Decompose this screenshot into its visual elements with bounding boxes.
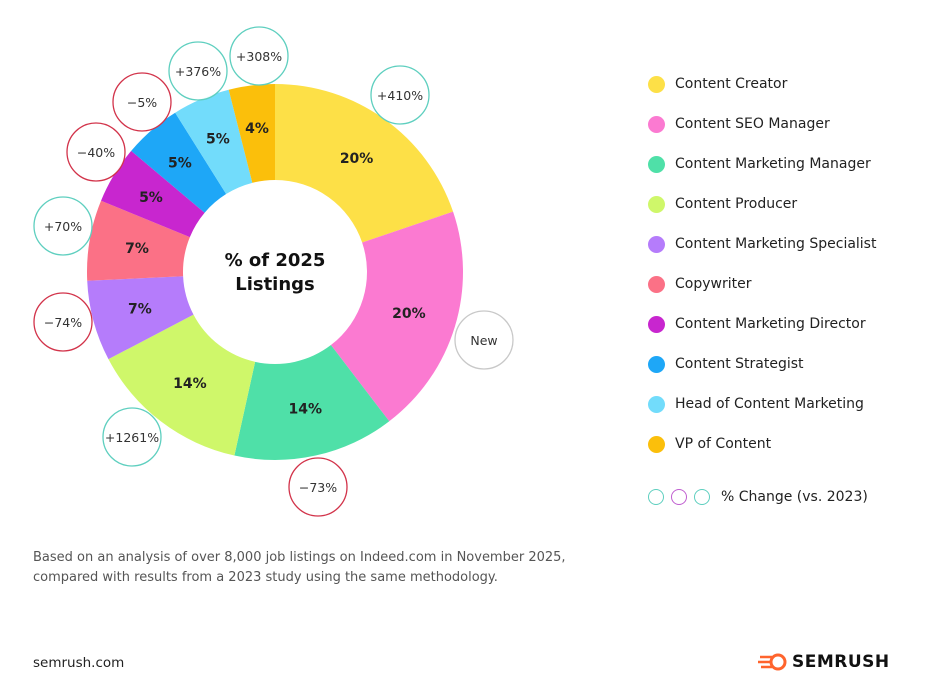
legend-item: VP of Content [648, 434, 771, 454]
change-label: New [470, 333, 497, 348]
legend-swatch [648, 75, 665, 93]
legend-label: Content Producer [675, 196, 798, 212]
donut-slice [228, 84, 275, 183]
legend-item: Content Marketing Manager [648, 154, 871, 174]
change-label: −74% [44, 315, 82, 330]
footnote: Based on an analysis of over 8,000 job l… [33, 548, 566, 588]
legend-label: % Change (vs. 2023) [721, 489, 868, 505]
legend-item: Content Marketing Director [648, 314, 866, 334]
legend-item: Content Producer [648, 194, 797, 214]
site-link[interactable]: semrush.com [33, 655, 125, 671]
legend-ring [671, 489, 687, 505]
legend-item: Content SEO Manager [648, 114, 830, 134]
chart-title-line2: Listings [235, 274, 315, 295]
legend-ring [694, 489, 710, 505]
footnote-line: Based on an analysis of over 8,000 job l… [33, 550, 566, 565]
donut-slice [87, 200, 190, 281]
change-label: −5% [127, 95, 157, 110]
change-bubble [168, 41, 228, 101]
legend-swatch [648, 355, 665, 373]
change-label: −73% [299, 480, 337, 495]
change-bubble [33, 292, 93, 352]
change-bubble [66, 122, 126, 182]
slice-value-label: 20% [392, 306, 426, 322]
donut-slice [108, 314, 256, 456]
legend-label: Content Marketing Director [675, 316, 866, 332]
legend-item: Head of Content Marketing [648, 394, 864, 414]
semrush-logo: SEMRUSH [758, 652, 890, 672]
donut-slice [234, 345, 390, 460]
legend-label: Copywriter [675, 276, 752, 292]
change-bubble [370, 65, 430, 125]
legend-label: Content SEO Manager [675, 116, 830, 132]
change-bubble [102, 407, 162, 467]
slice-value-label: 5% [139, 190, 163, 206]
change-bubble [229, 26, 289, 86]
change-label: +410% [377, 88, 423, 103]
semrush-flame-icon [758, 653, 787, 671]
legend-swatch [648, 195, 665, 213]
change-bubble [112, 72, 172, 132]
legend-label: Content Creator [675, 76, 788, 92]
legend-swatch [648, 395, 665, 413]
change-label: +308% [236, 49, 282, 64]
change-bubble [454, 310, 514, 370]
donut-slice [101, 150, 205, 238]
legend-swatch [648, 315, 665, 333]
change-bubble [33, 196, 93, 256]
slice-value-label: 5% [206, 132, 230, 148]
legend-item: Content Creator [648, 74, 787, 94]
legend-swatch [648, 275, 665, 293]
legend-swatch [648, 155, 665, 173]
legend-label: Content Marketing Specialist [675, 236, 877, 252]
change-label: +1261% [105, 430, 159, 445]
legend-swatch [648, 235, 665, 253]
legend-label: Content Strategist [675, 356, 804, 372]
legend-item-change: % Change (vs. 2023) [648, 487, 868, 507]
change-bubble [288, 457, 348, 517]
legend-label: Head of Content Marketing [675, 396, 864, 412]
legend-ring [648, 489, 664, 505]
legend-label: VP of Content [675, 436, 772, 452]
slice-value-label: 7% [125, 241, 149, 257]
legend-item: Copywriter [648, 274, 751, 294]
change-label: +70% [44, 219, 82, 234]
brand-name: SEMRUSH [792, 652, 890, 672]
slice-value-label: 14% [173, 376, 207, 392]
legend-item: Content Strategist [648, 354, 804, 374]
slice-value-label: 5% [168, 156, 192, 172]
donut-slice [87, 276, 194, 360]
donut-slice [275, 84, 454, 243]
slice-value-label: 7% [128, 302, 152, 318]
legend-item: Content Marketing Specialist [648, 234, 876, 254]
donut-chart: 20% 20% 14% 14% 7% 7% 5% 5% 5% 4% % of 2025 Listing… [33, 26, 514, 517]
change-label: +376% [175, 64, 221, 79]
donut-slice [131, 112, 227, 213]
footnote-line: compared with results from a 2023 study … [33, 570, 498, 585]
donut-slice [330, 211, 463, 422]
legend-label: Content Marketing Manager [675, 156, 871, 172]
donut-slice [175, 89, 253, 195]
slice-value-label: 20% [340, 151, 374, 167]
slice-value-label: 4% [245, 121, 269, 137]
change-label: −40% [77, 145, 115, 160]
slice-value-label: 14% [288, 402, 322, 418]
legend-swatch [648, 115, 665, 133]
legend-swatch [648, 435, 665, 453]
chart-title: % of 2025 [225, 250, 326, 271]
